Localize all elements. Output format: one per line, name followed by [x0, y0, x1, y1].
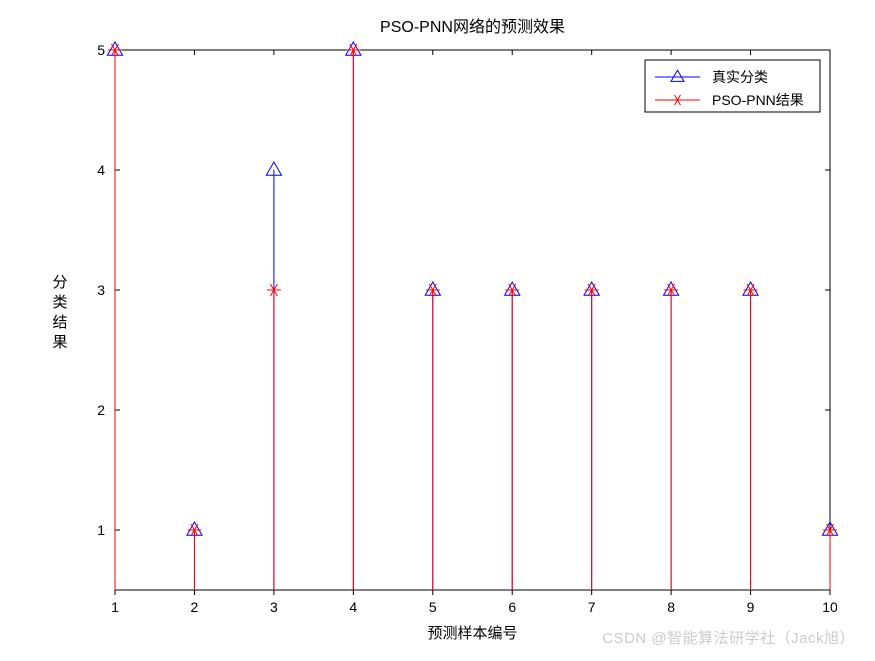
watermark-text: CSDN @智能算法研学社（Jack旭） — [602, 627, 855, 648]
y-axis-label-char: 果 — [52, 334, 67, 351]
chart-container: 1 2 3 4 5 6 7 8 9 10 1 2 3 4 5 PSO-PNN网络的预测效果预测样本编号 果结类分… — [0, 0, 875, 656]
x-tick-label: 8 — [667, 599, 675, 615]
legend-label: 真实分类 — [712, 69, 768, 85]
y-axis-label-char: 类 — [52, 294, 67, 311]
y-axis-label-group: 果结类分 — [52, 274, 67, 351]
y-tick-label: 2 — [97, 402, 105, 418]
legend-label: PSO-PNN结果 — [712, 92, 804, 108]
x-tick-label: 10 — [822, 599, 838, 615]
y-axis-label-char: 分 — [52, 274, 67, 291]
legend: 真实分类 PSO-PNN结果 — [645, 60, 820, 112]
x-tick-label: 6 — [508, 599, 516, 615]
y-tick-label: 1 — [97, 522, 105, 538]
x-tick-label: 4 — [349, 599, 357, 615]
x-tick-label: 5 — [429, 599, 437, 615]
chart-title: PSO-PNN网络的预测效果 — [380, 17, 565, 36]
x-tick-label: 7 — [588, 599, 596, 615]
x-tick-label: 3 — [270, 599, 278, 615]
x-axis-label: 预测样本编号 — [427, 625, 517, 642]
x-tick-label: 9 — [747, 599, 755, 615]
y-tick-label: 4 — [97, 162, 105, 178]
chart-svg: 1 2 3 4 5 6 7 8 9 10 1 2 3 4 5 PSO-PNN网络的预测效果预测样本编号 果结类分… — [0, 0, 875, 656]
x-tick-label: 2 — [191, 599, 199, 615]
y-axis-label-char: 结 — [52, 314, 67, 331]
x-tick-label: 1 — [111, 599, 119, 615]
y-tick-label: 3 — [97, 282, 105, 298]
plot-area — [115, 50, 830, 590]
y-tick-label: 5 — [97, 42, 105, 58]
